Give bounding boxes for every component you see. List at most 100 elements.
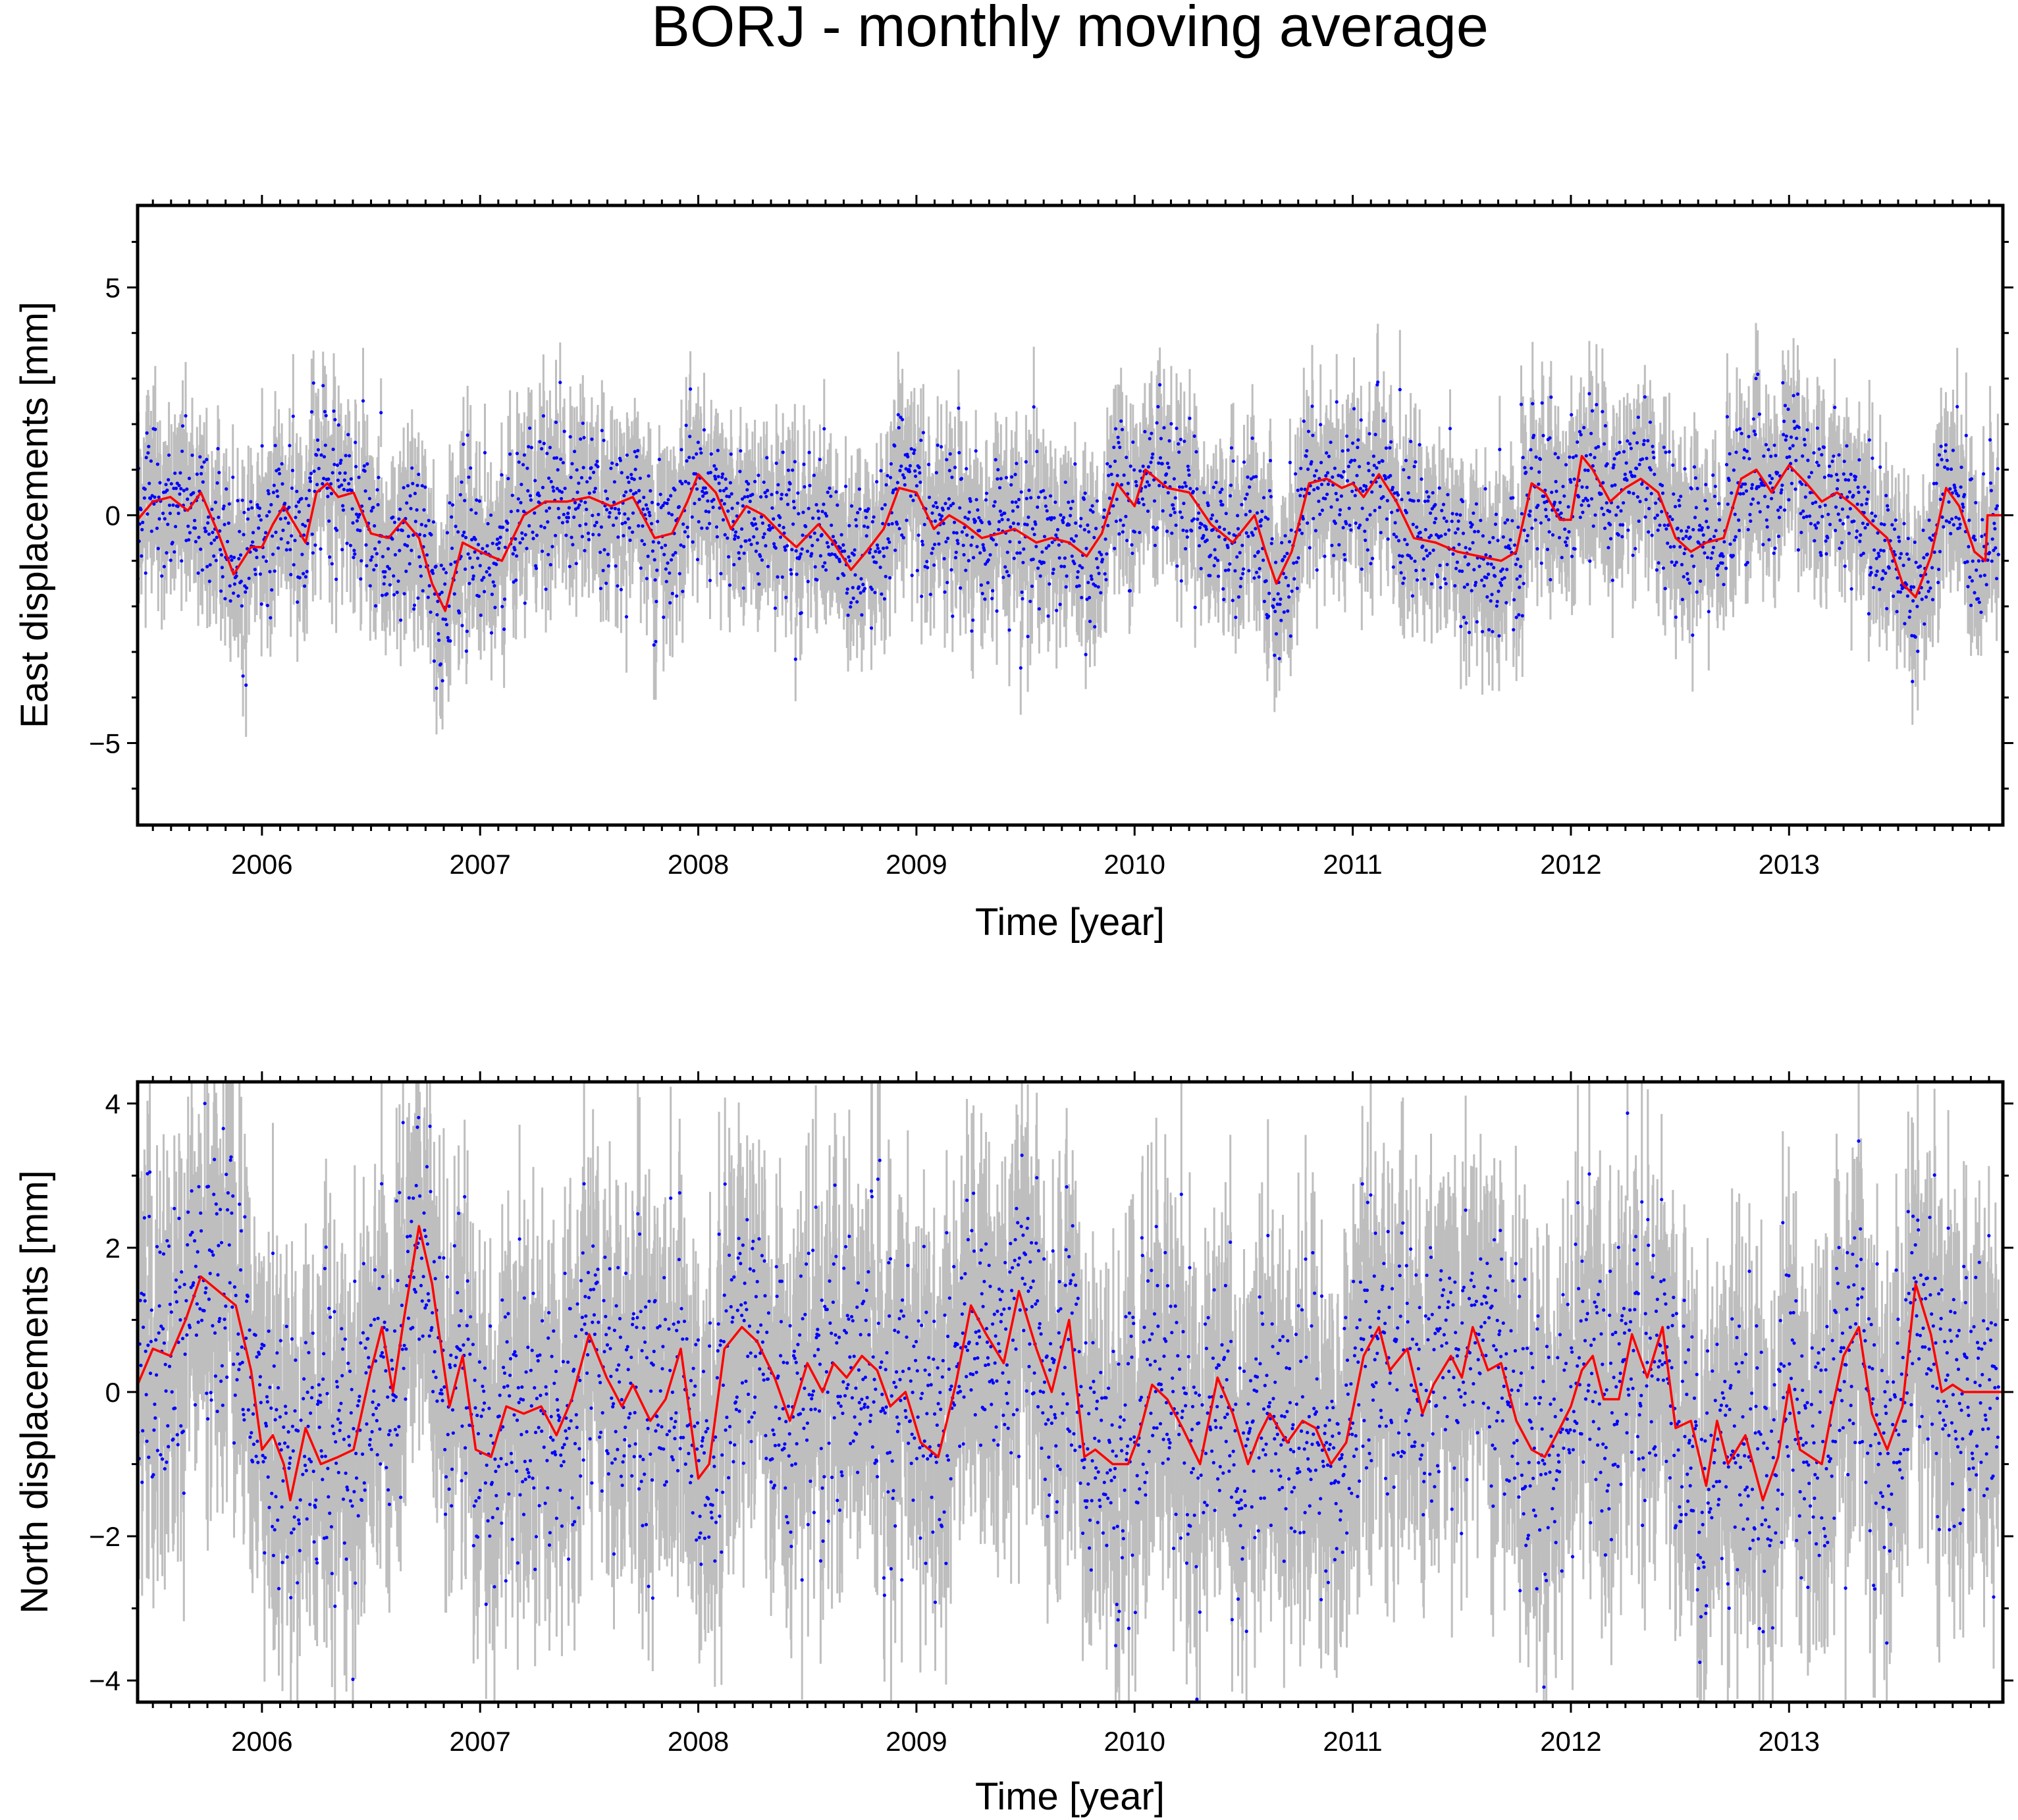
east-data-point (1165, 462, 1169, 466)
east-data-point (460, 480, 464, 484)
east-data-point (1051, 572, 1055, 575)
east-data-point (663, 543, 668, 547)
east-data-point (431, 572, 435, 575)
east-data-point (901, 536, 905, 540)
east-data-point (921, 431, 925, 435)
east-data-point (691, 456, 695, 460)
east-data-point (1175, 426, 1179, 431)
east-data-point (338, 461, 342, 466)
east-data-point (1260, 518, 1263, 522)
east-data-point (544, 587, 548, 591)
east-data-point (1367, 469, 1371, 473)
east-data-point (1279, 597, 1283, 601)
east-data-point (590, 437, 594, 441)
east-data-point (684, 423, 688, 427)
east-data-point (1259, 524, 1263, 528)
east-data-point (211, 531, 215, 535)
east-data-point (1366, 548, 1369, 552)
east-data-point (1352, 407, 1356, 411)
east-data-point (1231, 599, 1235, 602)
east-data-point (854, 518, 858, 522)
east-data-point (1021, 560, 1025, 564)
east-data-point (311, 551, 315, 555)
east-data-point (1358, 487, 1362, 491)
east-data-point (1165, 472, 1169, 476)
east-data-point (309, 410, 313, 414)
east-data-point (942, 522, 945, 525)
east-data-point (860, 613, 864, 617)
east-data-point (1213, 548, 1217, 552)
east-data-point (580, 535, 585, 539)
east-data-point (601, 568, 605, 573)
east-data-point (186, 497, 190, 501)
east-data-point (637, 489, 641, 493)
east-data-point (902, 475, 906, 480)
east-data-point (359, 559, 363, 563)
east-data-point (313, 543, 317, 547)
east-data-point (1327, 454, 1331, 458)
east-data-point (971, 618, 975, 622)
east-data-point (726, 536, 730, 540)
east-data-point (1148, 437, 1152, 441)
east-data-point (856, 511, 860, 515)
east-data-point (304, 496, 308, 500)
east-data-point (1025, 523, 1029, 527)
east-data-point (245, 586, 249, 590)
east-data-point (851, 585, 855, 590)
east-data-point (625, 475, 629, 479)
east-data-point (236, 498, 240, 502)
east-data-point (576, 506, 580, 510)
east-data-point (722, 502, 726, 506)
east-data-point (841, 543, 845, 547)
east-data-point (405, 501, 409, 505)
east-data-point (1316, 486, 1320, 491)
east-data-point (884, 574, 888, 579)
east-data-point (209, 541, 213, 545)
east-data-point (359, 577, 363, 581)
east-data-point (578, 523, 582, 527)
east-data-point (1117, 441, 1121, 444)
east-data-point (960, 530, 964, 534)
east-data-point (296, 500, 301, 504)
east-data-point (534, 564, 538, 568)
east-data-point (505, 528, 509, 532)
east-data-point (369, 558, 373, 562)
east-data-point (1069, 537, 1073, 541)
east-data-point (1254, 527, 1258, 531)
east-data-point (948, 452, 952, 456)
east-data-point (757, 473, 760, 477)
east-data-point (591, 514, 595, 518)
east-data-point (1166, 491, 1170, 495)
east-data-point (294, 516, 298, 520)
east-data-point (368, 584, 372, 588)
east-data-point (997, 486, 1002, 490)
east-data-point (742, 551, 746, 555)
east-data-point (1159, 437, 1163, 441)
east-data-point (542, 441, 546, 446)
east-data-point (464, 649, 469, 653)
east-data-point (932, 563, 936, 567)
east-data-point (1029, 496, 1033, 500)
east-data-point (797, 512, 801, 516)
east-data-point (595, 520, 598, 525)
east-data-point (173, 550, 176, 554)
east-data-point (1040, 550, 1044, 554)
east-data-point (728, 583, 732, 587)
east-data-point (962, 552, 966, 557)
east-data-point (1211, 527, 1215, 532)
east-data-point (273, 444, 277, 448)
east-data-point (888, 540, 891, 545)
east-data-point (983, 597, 987, 601)
east-data-point (203, 526, 207, 530)
east-data-point (141, 520, 145, 525)
east-data-point (674, 550, 677, 555)
east-data-point (799, 552, 803, 556)
east-data-point (464, 535, 468, 540)
east-data-point (727, 555, 731, 559)
east-data-point (1119, 419, 1123, 423)
east-data-point (640, 539, 644, 543)
east-data-point (745, 488, 749, 492)
east-data-point (801, 510, 805, 514)
east-data-point (165, 551, 169, 555)
east-data-point (562, 429, 566, 433)
